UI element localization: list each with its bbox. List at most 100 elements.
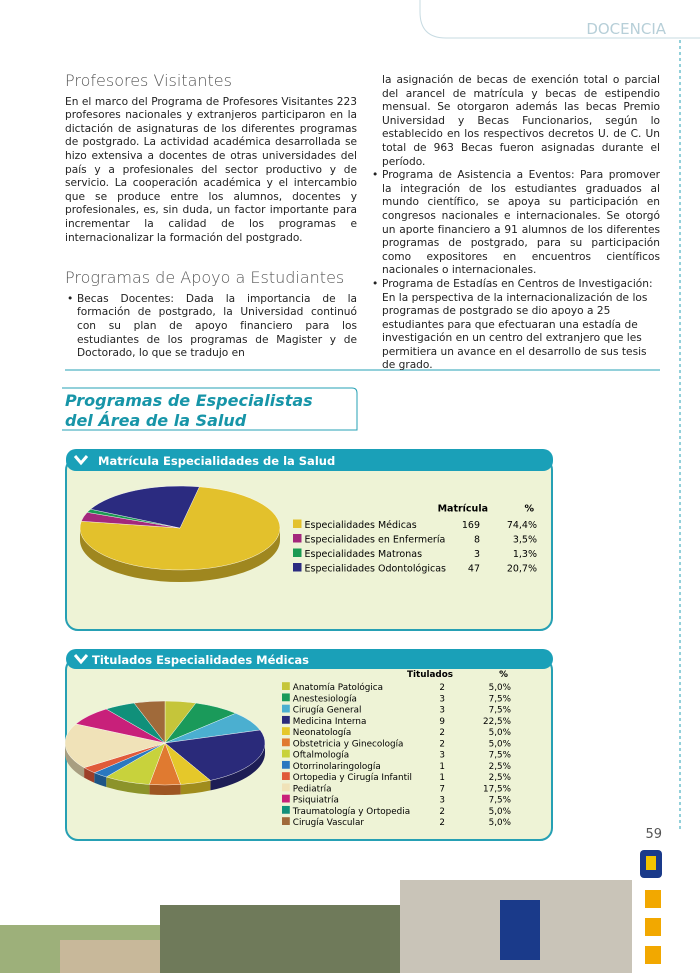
row-count: 169 (462, 520, 480, 531)
row-label: Especialidades Médicas (305, 520, 417, 531)
row-count: 1 (439, 773, 445, 783)
square (645, 918, 661, 936)
row-percent: 5,0% (489, 683, 511, 693)
row-percent: 74,4% (507, 520, 537, 531)
chart-header (66, 649, 553, 669)
row-label: Medicina Interna (293, 717, 367, 727)
legend-swatch (293, 534, 302, 543)
row-label: Pediatría (293, 784, 332, 794)
chart-title: Titulados Especialidades Médicas (92, 653, 309, 667)
row-label: Cirugía Vascular (293, 818, 365, 828)
pie-slice-side (80, 528, 280, 582)
legend-swatch (293, 563, 302, 572)
pie-slice (133, 700, 166, 744)
row-label: Anatomía Patológica (293, 682, 383, 693)
header-frame (419, 0, 700, 39)
column-header: Titulados (407, 670, 453, 680)
page-number: 59 (645, 827, 662, 842)
legend-swatch (293, 519, 302, 528)
legend-swatch (282, 760, 290, 769)
row-percent: 1,3% (513, 549, 537, 560)
row-percent: 5,0% (489, 728, 511, 738)
square (645, 946, 661, 964)
row-count: 9 (439, 717, 445, 727)
left-column: Profesores Visitantes En el marco del Pr… (65, 71, 357, 361)
row-count: 2 (439, 728, 445, 738)
row-percent: 3,5% (513, 535, 537, 546)
photo (500, 900, 540, 960)
row-count: 2 (439, 683, 445, 693)
row-count: 2 (439, 807, 445, 817)
row-count: 2 (439, 818, 445, 828)
legend-swatch (282, 817, 290, 825)
row-percent: 5,0% (489, 818, 511, 828)
row-count: 3 (439, 751, 445, 761)
row-count: 3 (439, 706, 445, 716)
pie-slice-side (149, 784, 181, 795)
section-title: Programas de Especialistas (65, 391, 313, 410)
bullet: Programa de Asistencia a Eventos: Para p… (370, 169, 660, 278)
section-title: del Área de la Salud (65, 411, 247, 430)
row-percent: 2,5% (489, 762, 511, 772)
pie-slice (64, 723, 166, 768)
row-percent: 7,5% (489, 694, 511, 704)
column-header: % (524, 504, 534, 515)
legend-swatch (282, 749, 290, 758)
column-header: % (499, 670, 508, 680)
legend-swatch (282, 727, 290, 735)
legend-swatch (282, 772, 290, 780)
row-percent: 22,5% (483, 717, 511, 727)
row-label: Ortopedia y Cirugía Infantil (293, 773, 412, 783)
row-percent: 7,5% (489, 706, 511, 716)
legend-swatch (293, 548, 302, 557)
bullet: Becas Docentes: Dada la importancia de l… (65, 293, 357, 361)
logo (646, 856, 656, 870)
row-percent: 20,7% (507, 564, 537, 575)
legend-swatch (282, 693, 290, 702)
legend-swatch (282, 805, 290, 814)
chevron (73, 455, 89, 466)
title-frame (62, 387, 358, 431)
pie-slice-side (84, 767, 95, 783)
legend-swatch (282, 682, 290, 690)
row-label: Cirugía General (293, 706, 362, 716)
section-label: DOCENCIA (586, 20, 666, 38)
pie-slice-side (65, 743, 85, 778)
right-column: la asignación de becas de exención total… (370, 74, 660, 373)
row-label: Neonatología (293, 728, 351, 738)
legend-swatch (282, 783, 290, 792)
row-percent: 7,5% (489, 796, 511, 806)
row-label: Otorrinolaringología (293, 762, 381, 772)
bullet: Programa de Estadías en Centros de Inves… (370, 278, 660, 373)
paragraph: la asignación de becas de exención total… (382, 74, 660, 168)
row-percent: 5,0% (489, 807, 511, 817)
legend-swatch (282, 794, 290, 803)
row-count: 7 (439, 784, 445, 794)
heading: Profesores Visitantes (65, 71, 232, 90)
column-header: Matrícula (438, 504, 488, 515)
row-label: Especialidades Odontológicas (305, 564, 447, 575)
row-label: Psiquiatría (293, 796, 339, 806)
pie-slice (164, 729, 266, 781)
paragraph: En el marco del Programa de Profesores V… (65, 95, 357, 244)
photo (60, 940, 160, 973)
legend-swatch (282, 715, 290, 724)
chart-title: Matrícula Especialidades de la Salud (98, 454, 335, 468)
photo (160, 905, 400, 973)
row-count: 3 (474, 549, 480, 560)
row-label: Especialidades en Enfermería (305, 535, 446, 546)
pie-slice-side (94, 772, 107, 787)
row-label: Anestesiología (293, 694, 357, 704)
row-count: 8 (474, 535, 480, 546)
row-percent: 2,5% (489, 773, 511, 783)
row-count: 3 (439, 694, 445, 704)
row-count: 47 (468, 564, 480, 575)
row-label: Oftalmología (293, 751, 349, 761)
row-count: 2 (439, 739, 445, 749)
chart-header (66, 449, 553, 471)
row-count: 1 (439, 762, 445, 772)
pie-slice (79, 486, 281, 571)
pie-slice (90, 485, 200, 529)
